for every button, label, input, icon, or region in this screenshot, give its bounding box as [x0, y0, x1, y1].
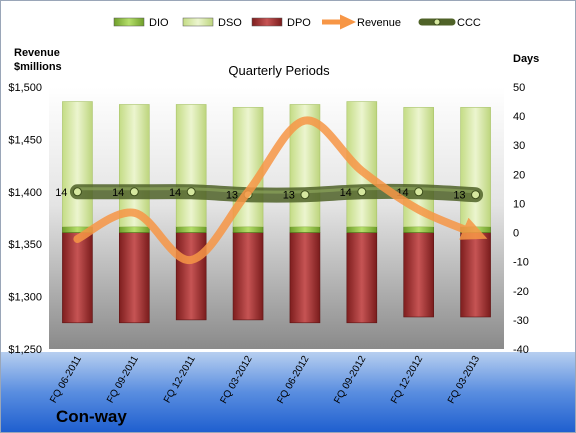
chart-title: Quarterly Periods [228, 63, 330, 78]
company-name: Con-way [56, 407, 127, 426]
legend-label-dpo: DPO [287, 17, 311, 29]
legend-label-dio: DIO [149, 17, 169, 29]
right-tick-label: 10 [513, 198, 525, 210]
ccc-point [414, 187, 424, 197]
dio-bar [346, 226, 378, 233]
dio-bar [289, 226, 321, 233]
ccc-point [186, 187, 196, 197]
right-tick-label: -30 [513, 315, 529, 327]
ccc-point [72, 187, 82, 197]
revenue-line [73, 116, 488, 264]
dpo-bar [119, 232, 150, 324]
legend: DIO DSO DPO Revenue CCC [113, 14, 481, 30]
dio-bar [403, 226, 434, 233]
left-tick-label: $1,250 [8, 344, 42, 356]
dso-bar [119, 104, 150, 228]
right-tick-label: 30 [513, 140, 525, 152]
ccc-point [357, 187, 367, 197]
legend-ccc-point [433, 18, 441, 26]
right-tick-label: -10 [513, 257, 529, 269]
left-axis-label-line1: Revenue [14, 47, 60, 59]
dio-bar [175, 226, 207, 233]
legend-label-dso: DSO [218, 17, 242, 29]
dso-bar [460, 107, 491, 228]
left-tick-label: $1,450 [8, 134, 42, 146]
dpo-bar [289, 232, 321, 324]
ccc-data-label: 13 [226, 190, 238, 202]
ccc-data-label: 14 [112, 187, 124, 199]
right-tick-label: -20 [513, 286, 529, 298]
right-tick-label: 0 [513, 228, 519, 240]
left-tick-label: $1,400 [8, 187, 42, 199]
legend-label-revenue: Revenue [357, 17, 401, 29]
right-tick-label: 20 [513, 169, 525, 181]
legend-label-ccc: CCC [457, 17, 481, 29]
left-tick-label: $1,500 [8, 82, 42, 94]
bars [62, 101, 491, 324]
right-tick-label: 50 [513, 82, 525, 94]
right-tick-label: -40 [513, 344, 529, 356]
ccc-line-highlight [75, 186, 478, 194]
dpo-bar [232, 232, 264, 321]
left-axis-label-line2: $millions [14, 61, 62, 73]
dpo-bar [460, 232, 491, 318]
left-tick-label: $1,350 [8, 239, 42, 251]
dio-bar [119, 226, 150, 233]
ccc-data-label: 13 [453, 190, 465, 202]
right-tick-label: 40 [513, 111, 525, 123]
bottom-band [1, 352, 575, 432]
ccc-point [300, 190, 310, 200]
right-axis-label: Days [513, 53, 539, 65]
left-axis-ticks: $1,250 $1,300 $1,350 $1,400 $1,450 $1,500 [8, 82, 42, 356]
ccc-data-label: 14 [340, 187, 352, 199]
dpo-bar [403, 232, 434, 318]
right-axis-ticks: -40 -30 -20 -10 0 10 20 30 40 50 [513, 82, 529, 356]
dpo-bar [175, 232, 207, 321]
dio-bar [232, 226, 264, 233]
revenue-series [73, 116, 488, 264]
ccc-point [129, 187, 139, 197]
left-tick-label: $1,300 [8, 292, 42, 304]
ccc-data-label: 13 [283, 190, 295, 202]
ccc-data-label: 14 [169, 187, 181, 199]
dso-bar [175, 104, 207, 228]
legend-swatch-dpo [251, 17, 283, 27]
legend-swatch-dio [113, 17, 145, 27]
ccc-line [69, 183, 484, 203]
ccc-data-label: 14 [55, 187, 67, 199]
legend-swatch-dso [182, 17, 214, 27]
dpo-bar [62, 232, 93, 324]
dpo-bar [346, 232, 378, 324]
dso-bar [62, 101, 93, 228]
ccc-point [471, 190, 481, 200]
